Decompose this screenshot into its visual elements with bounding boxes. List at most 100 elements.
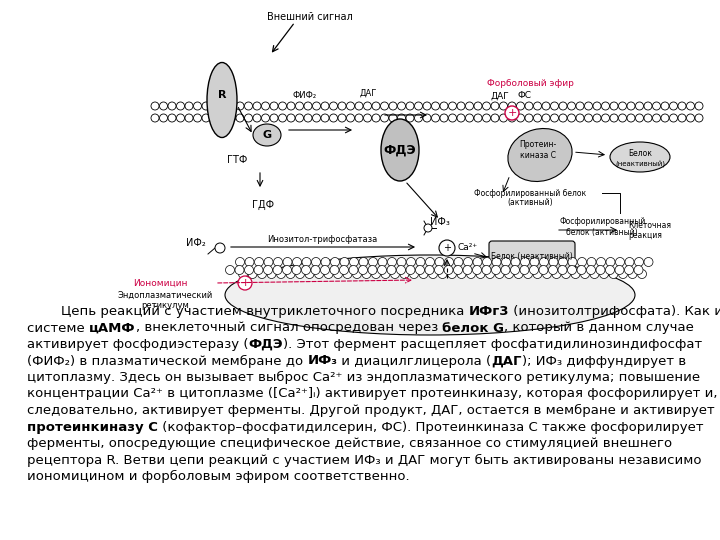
Text: (кофактор–фосфатидилсерин, ФС). Протеинкиназа С также фосфорилирует: (кофактор–фосфатидилсерин, ФС). Протеинк…: [158, 421, 703, 434]
Circle shape: [558, 266, 567, 274]
Circle shape: [253, 114, 261, 122]
Text: белок (активный): белок (активный): [566, 228, 638, 238]
Circle shape: [482, 266, 491, 274]
Circle shape: [292, 258, 302, 267]
Circle shape: [219, 102, 227, 110]
Circle shape: [315, 269, 323, 279]
Circle shape: [661, 114, 669, 122]
Circle shape: [330, 114, 338, 122]
Circle shape: [372, 114, 380, 122]
Circle shape: [202, 114, 210, 122]
Text: Ca²⁺: Ca²⁺: [458, 244, 478, 253]
Circle shape: [448, 269, 456, 279]
Circle shape: [549, 266, 557, 274]
Circle shape: [615, 266, 624, 274]
Circle shape: [482, 258, 492, 267]
Circle shape: [444, 266, 453, 274]
Circle shape: [279, 114, 287, 122]
Circle shape: [419, 269, 428, 279]
Circle shape: [346, 114, 354, 122]
Circle shape: [428, 269, 438, 279]
Circle shape: [501, 266, 510, 274]
Circle shape: [637, 269, 647, 279]
Circle shape: [542, 114, 550, 122]
Circle shape: [219, 114, 227, 122]
Circle shape: [508, 114, 516, 122]
Circle shape: [273, 266, 282, 274]
Circle shape: [457, 102, 465, 110]
Circle shape: [634, 258, 644, 267]
Circle shape: [516, 114, 524, 122]
Circle shape: [606, 266, 614, 274]
Circle shape: [312, 258, 320, 267]
Circle shape: [425, 266, 434, 274]
Circle shape: [576, 114, 584, 122]
Circle shape: [330, 258, 340, 267]
Circle shape: [610, 102, 618, 110]
Circle shape: [562, 269, 570, 279]
Circle shape: [380, 114, 389, 122]
Text: цитоплазму. Здесь он вызывает выброс Ca²⁺ из эндоплазматического ретикулума; пов: цитоплазму. Здесь он вызывает выброс Ca²…: [27, 371, 700, 384]
Text: активирует фосфодиэстеразу (: активирует фосфодиэстеразу (: [27, 338, 248, 351]
Text: ФС: ФС: [518, 91, 532, 100]
Circle shape: [476, 269, 485, 279]
Circle shape: [616, 258, 624, 267]
Circle shape: [678, 114, 686, 122]
Circle shape: [406, 266, 415, 274]
Circle shape: [596, 258, 606, 267]
Circle shape: [302, 258, 311, 267]
Circle shape: [464, 258, 472, 267]
Circle shape: [254, 266, 263, 274]
Circle shape: [678, 102, 686, 110]
Circle shape: [338, 102, 346, 110]
Circle shape: [380, 102, 389, 110]
Circle shape: [571, 269, 580, 279]
Circle shape: [542, 102, 550, 110]
Circle shape: [567, 114, 575, 122]
Circle shape: [559, 114, 567, 122]
Circle shape: [466, 102, 474, 110]
Circle shape: [670, 102, 678, 110]
Circle shape: [359, 258, 368, 267]
Circle shape: [210, 102, 218, 110]
Circle shape: [686, 102, 695, 110]
Circle shape: [534, 102, 541, 110]
Circle shape: [511, 258, 520, 267]
Circle shape: [311, 266, 320, 274]
Circle shape: [423, 102, 431, 110]
Circle shape: [466, 114, 474, 122]
Circle shape: [286, 269, 295, 279]
Text: Фосфорилированный белок: Фосфорилированный белок: [474, 188, 586, 198]
Circle shape: [510, 266, 520, 274]
Circle shape: [369, 258, 377, 267]
Circle shape: [467, 269, 475, 279]
Circle shape: [492, 266, 500, 274]
Circle shape: [245, 102, 253, 110]
Circle shape: [473, 258, 482, 267]
Text: цАМФ: цАМФ: [89, 321, 135, 334]
Circle shape: [364, 102, 372, 110]
Circle shape: [454, 266, 462, 274]
Circle shape: [236, 102, 244, 110]
Text: концентрации Ca²⁺ в цитоплазме ([Ca²⁺]ᵢ) активирует протеинкиназу, которая фосфо: концентрации Ca²⁺ в цитоплазме ([Ca²⁺]ᵢ)…: [27, 388, 718, 401]
Circle shape: [349, 266, 358, 274]
Circle shape: [652, 102, 660, 110]
Circle shape: [567, 266, 577, 274]
Circle shape: [482, 114, 490, 122]
Circle shape: [254, 258, 264, 267]
Text: реакция: реакция: [628, 232, 662, 240]
Text: белок G: белок G: [442, 321, 504, 334]
Circle shape: [340, 266, 348, 274]
Circle shape: [695, 102, 703, 110]
Circle shape: [355, 114, 363, 122]
Circle shape: [160, 102, 168, 110]
Text: Эндоплазматический: Эндоплазматический: [117, 291, 212, 300]
Circle shape: [426, 258, 434, 267]
Circle shape: [601, 102, 610, 110]
Circle shape: [248, 269, 257, 279]
Circle shape: [449, 114, 456, 122]
Ellipse shape: [207, 63, 237, 138]
Circle shape: [431, 102, 439, 110]
Circle shape: [670, 114, 678, 122]
Circle shape: [410, 269, 418, 279]
